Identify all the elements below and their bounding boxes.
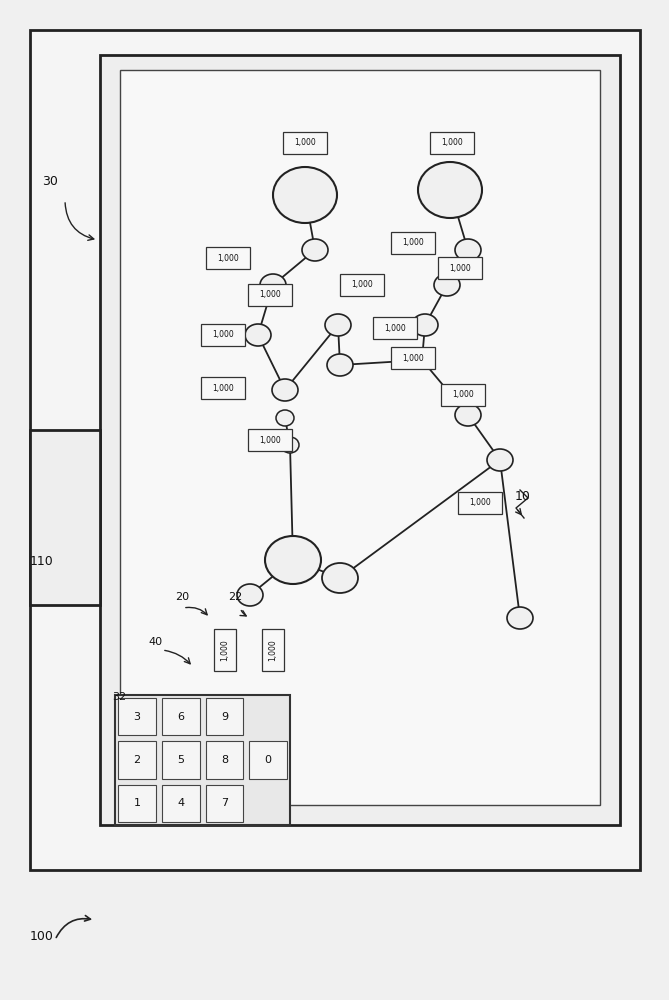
Bar — [162, 741, 199, 779]
Ellipse shape — [276, 410, 294, 426]
Ellipse shape — [327, 354, 353, 376]
Bar — [458, 492, 502, 514]
Text: 1,000: 1,000 — [212, 383, 234, 392]
Text: 100: 100 — [30, 930, 54, 943]
Ellipse shape — [487, 449, 513, 471]
Text: 7: 7 — [221, 798, 228, 808]
Text: 20: 20 — [175, 592, 189, 602]
Bar — [205, 785, 244, 822]
Text: 110: 110 — [30, 555, 54, 568]
Text: 1,000: 1,000 — [452, 390, 474, 399]
Bar — [441, 384, 485, 406]
Text: 5: 5 — [177, 755, 184, 765]
Text: 1,000: 1,000 — [384, 324, 406, 332]
Bar — [373, 317, 417, 339]
Bar — [100, 55, 620, 825]
Bar — [391, 347, 435, 369]
Text: 32: 32 — [112, 692, 126, 702]
Text: 1,000: 1,000 — [259, 290, 281, 300]
Bar — [201, 324, 245, 346]
Bar — [162, 785, 199, 822]
Ellipse shape — [455, 239, 481, 261]
Ellipse shape — [260, 274, 286, 296]
Bar — [118, 785, 156, 822]
Text: 1,000: 1,000 — [441, 138, 463, 147]
Text: 0: 0 — [265, 755, 272, 765]
Ellipse shape — [412, 314, 438, 336]
Ellipse shape — [322, 563, 358, 593]
Bar — [30, 30, 640, 870]
Bar — [162, 698, 199, 735]
Text: 9: 9 — [221, 712, 228, 722]
Bar — [206, 247, 250, 269]
Bar — [118, 741, 156, 779]
Bar — [438, 257, 482, 279]
Text: 3: 3 — [133, 712, 140, 722]
Text: 8: 8 — [221, 755, 228, 765]
Ellipse shape — [507, 607, 533, 629]
Bar — [250, 741, 287, 779]
Bar — [214, 629, 236, 671]
Text: 10: 10 — [515, 490, 531, 503]
Text: 6: 6 — [177, 712, 184, 722]
Bar — [201, 377, 245, 399]
Text: 40: 40 — [148, 637, 162, 647]
Bar — [118, 698, 156, 735]
Bar — [248, 284, 292, 306]
Text: 1: 1 — [133, 798, 140, 808]
Bar — [115, 695, 290, 825]
Ellipse shape — [281, 437, 299, 453]
Text: 22: 22 — [228, 592, 242, 602]
Ellipse shape — [237, 584, 263, 606]
Ellipse shape — [434, 274, 460, 296]
Text: 1,000: 1,000 — [402, 238, 424, 247]
Text: 30: 30 — [42, 175, 58, 188]
Bar — [391, 232, 435, 254]
Ellipse shape — [413, 352, 431, 368]
Text: 1,000: 1,000 — [351, 280, 373, 290]
Text: 1,000: 1,000 — [469, 498, 491, 508]
Text: 2: 2 — [133, 755, 140, 765]
Text: 1,000: 1,000 — [259, 436, 281, 444]
Text: 1,000: 1,000 — [221, 639, 229, 661]
Text: 1,000: 1,000 — [402, 354, 424, 362]
Text: 1,000: 1,000 — [212, 330, 234, 340]
Ellipse shape — [302, 239, 328, 261]
Bar — [205, 698, 244, 735]
Text: 1,000: 1,000 — [217, 253, 239, 262]
Bar — [120, 70, 600, 805]
Text: 1,000: 1,000 — [268, 639, 278, 661]
Bar — [30, 430, 100, 605]
Ellipse shape — [455, 404, 481, 426]
Text: 1,000: 1,000 — [449, 263, 471, 272]
Bar — [340, 274, 384, 296]
Bar — [248, 429, 292, 451]
Bar — [430, 132, 474, 154]
Ellipse shape — [265, 536, 321, 584]
Bar — [262, 629, 284, 671]
Ellipse shape — [418, 162, 482, 218]
Bar — [283, 132, 327, 154]
Ellipse shape — [245, 324, 271, 346]
Ellipse shape — [272, 379, 298, 401]
Ellipse shape — [325, 314, 351, 336]
Ellipse shape — [273, 167, 337, 223]
Bar — [205, 741, 244, 779]
Text: 4: 4 — [177, 798, 184, 808]
Text: 1,000: 1,000 — [294, 138, 316, 147]
